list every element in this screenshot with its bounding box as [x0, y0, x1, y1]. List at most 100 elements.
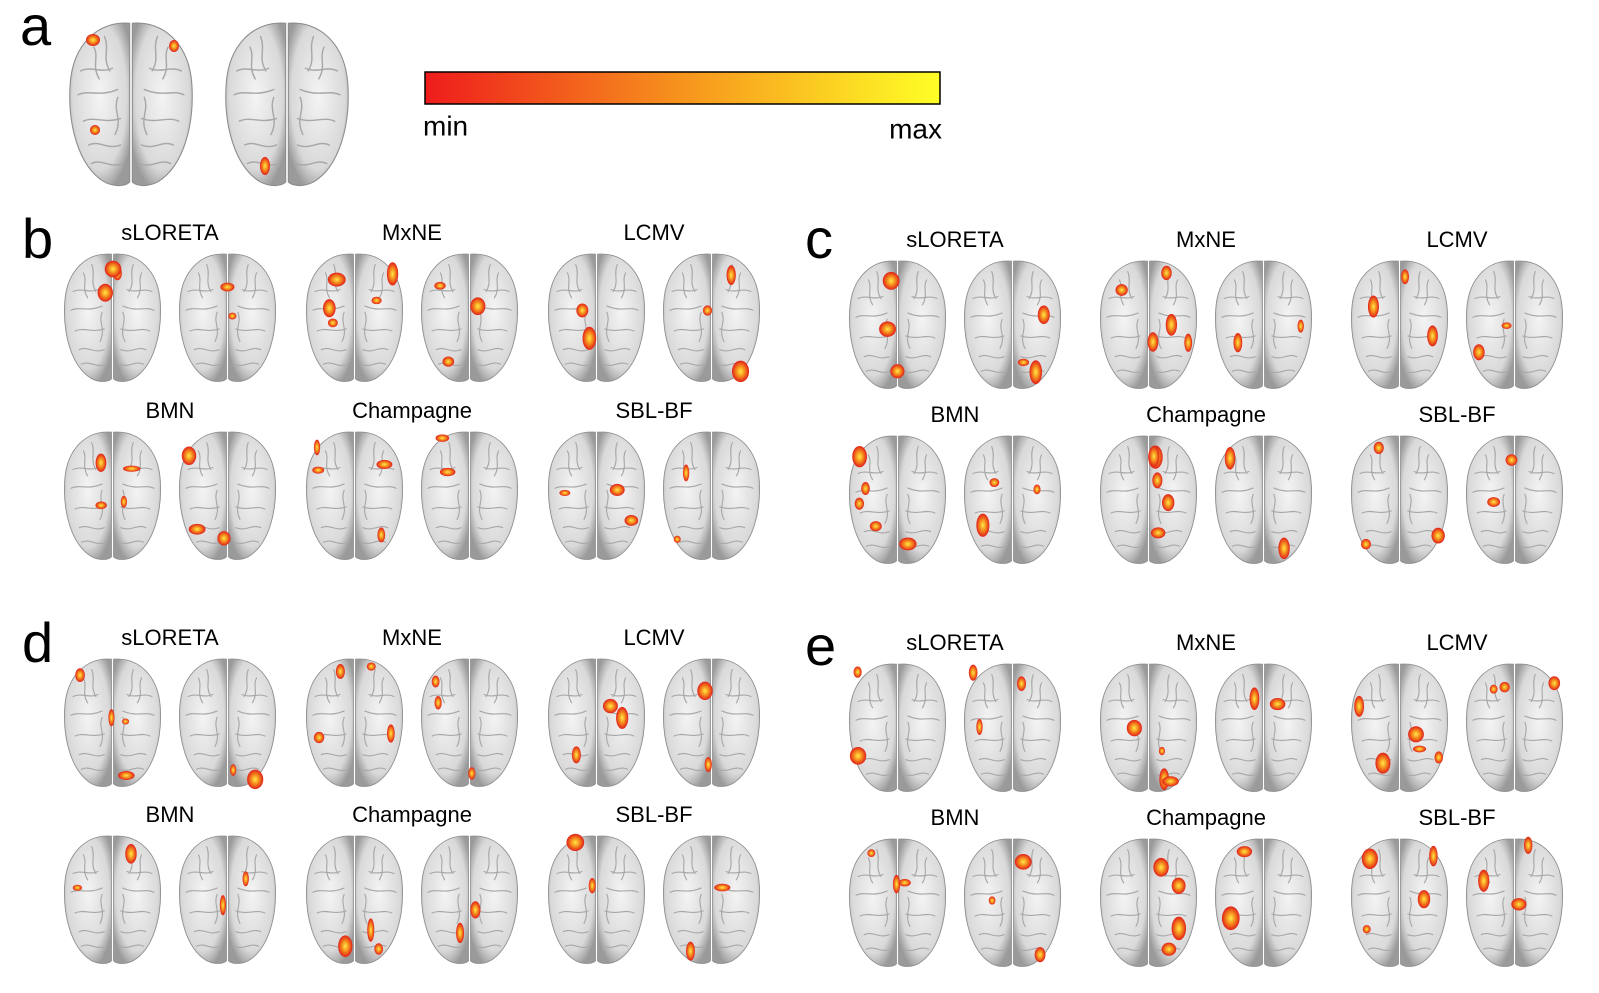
activation [219, 895, 226, 916]
method-label: LCMV [1426, 227, 1487, 252]
activation [367, 918, 375, 942]
activation [1523, 836, 1533, 854]
brain-image [420, 253, 519, 383]
activation [439, 467, 456, 477]
activation [1171, 916, 1187, 941]
brain-image [848, 663, 947, 793]
activation [1431, 527, 1445, 544]
activation [327, 272, 346, 287]
activation [95, 501, 107, 510]
panel-label: d [22, 611, 53, 674]
activation [323, 299, 336, 318]
method-label: LCMV [1426, 630, 1487, 655]
colorbar-min: min [423, 110, 468, 141]
activation [1505, 454, 1518, 466]
activation [1362, 925, 1371, 934]
brain-image [305, 835, 404, 965]
activation [434, 281, 446, 290]
activation [1221, 906, 1240, 931]
activation [1361, 848, 1378, 870]
activation [1269, 697, 1286, 711]
brain-image [662, 835, 761, 965]
activation [1153, 857, 1169, 877]
activation [989, 478, 1000, 487]
panel-label: b [22, 207, 53, 270]
activation [374, 943, 384, 955]
method-label: Champagne [352, 398, 472, 423]
activation [867, 849, 876, 857]
brain-image [178, 658, 277, 788]
method-label: BMN [146, 398, 195, 423]
brain-image [547, 253, 646, 383]
activation [1249, 687, 1260, 711]
activation [1427, 325, 1438, 347]
activation [1478, 869, 1490, 892]
method-label: LCMV [623, 220, 684, 245]
activation [1417, 890, 1431, 909]
activation [1126, 719, 1142, 737]
activation [899, 537, 917, 551]
activation [1367, 295, 1379, 318]
activation [120, 495, 128, 508]
method-label: Champagne [1146, 402, 1266, 427]
activation [1115, 284, 1128, 296]
activation [1016, 676, 1027, 691]
brain-image [1099, 663, 1198, 793]
activation [1401, 269, 1410, 285]
activation [431, 675, 440, 688]
method-label: Champagne [352, 802, 472, 827]
panel-label: e [805, 614, 836, 677]
method-label: MxNE [382, 625, 442, 650]
activation [1501, 322, 1512, 329]
brain-image [963, 260, 1062, 390]
activation [1147, 332, 1159, 352]
brain-image [1214, 663, 1313, 793]
brain-image [963, 435, 1062, 565]
brain-image [224, 22, 350, 187]
brain-image [1465, 260, 1564, 390]
activation [228, 312, 237, 320]
activation [386, 262, 399, 286]
activation [1489, 684, 1498, 694]
activation [1161, 265, 1172, 281]
brain-image [63, 835, 162, 965]
method-label: BMN [931, 402, 980, 427]
activation [1150, 527, 1166, 539]
activation [1037, 305, 1050, 325]
activation [1375, 752, 1391, 774]
activation [566, 833, 585, 852]
activation [1354, 695, 1365, 717]
activation [104, 260, 122, 278]
activation [1373, 441, 1384, 454]
activation [1408, 726, 1424, 743]
activation [1434, 751, 1443, 764]
activation [125, 844, 137, 864]
activation [976, 718, 983, 735]
activation [1236, 846, 1253, 858]
activation [609, 483, 625, 496]
activation [602, 698, 618, 714]
activation [90, 125, 100, 135]
activation [1165, 313, 1178, 336]
method-label: sLORETA [121, 220, 219, 245]
activation [849, 746, 867, 765]
activation [853, 666, 862, 678]
activation [220, 282, 235, 292]
activation [571, 746, 581, 764]
activation [108, 709, 115, 727]
method-label: SBL-BF [1418, 402, 1495, 427]
activation [869, 521, 882, 532]
activation [1487, 497, 1501, 507]
activation [582, 326, 597, 350]
activation [1184, 333, 1193, 352]
activation [1511, 898, 1527, 911]
activation [714, 883, 731, 892]
activation [470, 901, 481, 919]
activation [122, 465, 141, 472]
activation [976, 513, 990, 537]
brain-image [305, 431, 404, 561]
activation [335, 664, 345, 679]
activation [313, 731, 325, 744]
activation [861, 482, 870, 496]
activation [1152, 472, 1163, 489]
